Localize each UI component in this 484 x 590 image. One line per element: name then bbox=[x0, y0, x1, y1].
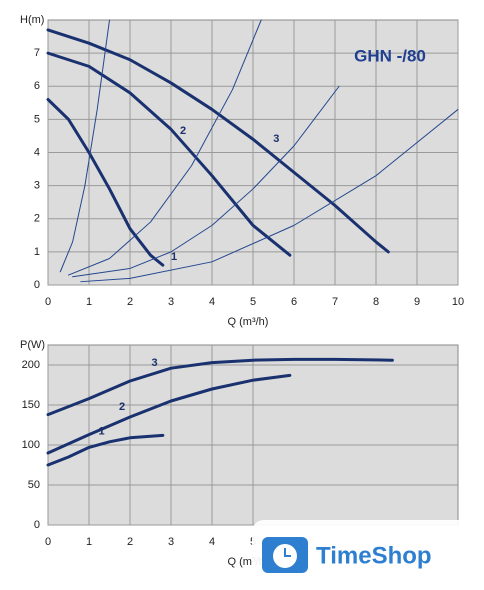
y-tick-label: 0 bbox=[34, 279, 40, 291]
x-tick-label: 3 bbox=[168, 296, 174, 308]
y-axis-label: P(W) bbox=[20, 339, 45, 351]
watermark-hands bbox=[284, 548, 291, 557]
y-tick-label: 7 bbox=[34, 47, 40, 59]
curve-label: 1 bbox=[98, 426, 104, 438]
pump-curve bbox=[46, 433, 165, 467]
y-tick-label: 2 bbox=[34, 213, 40, 225]
system-curve bbox=[59, 19, 110, 273]
x-tick-label: 1 bbox=[86, 536, 92, 548]
curve-label: 3 bbox=[152, 357, 158, 369]
y-tick-label: 3 bbox=[34, 180, 40, 192]
pump-curve bbox=[46, 98, 165, 267]
pump-curve bbox=[46, 28, 390, 254]
x-tick-label: 2 bbox=[127, 296, 133, 308]
x-tick-label: 7 bbox=[332, 296, 338, 308]
x-tick-label: 10 bbox=[452, 296, 464, 308]
x-tick-label: 0 bbox=[45, 296, 51, 308]
curve-label: 2 bbox=[119, 401, 125, 413]
x-tick-label: 4 bbox=[209, 296, 215, 308]
curve-label: 1 bbox=[171, 251, 177, 263]
x-tick-label: 9 bbox=[414, 296, 420, 308]
x-tick-label: 2 bbox=[127, 536, 133, 548]
watermark-box bbox=[252, 520, 484, 590]
x-tick-label: 3 bbox=[168, 536, 174, 548]
y-tick-label: 4 bbox=[34, 146, 40, 158]
pump-curve bbox=[46, 51, 292, 257]
y-tick-label: 1 bbox=[34, 246, 40, 258]
x-tick-label: 6 bbox=[291, 296, 297, 308]
x-axis-label: Q (m³/h) bbox=[228, 316, 269, 328]
system-curve bbox=[68, 19, 262, 276]
y-tick-label: 5 bbox=[34, 113, 40, 125]
x-tick-label: 1 bbox=[86, 296, 92, 308]
y-tick-label: 100 bbox=[22, 439, 40, 451]
y-tick-label: 150 bbox=[22, 399, 40, 411]
x-tick-label: 0 bbox=[45, 536, 51, 548]
pump-curve bbox=[46, 357, 394, 417]
chart-title: GHN -/80 bbox=[354, 46, 426, 65]
y-tick-label: 50 bbox=[28, 479, 40, 491]
curve-label: 3 bbox=[273, 133, 279, 145]
curve-label: 2 bbox=[180, 125, 186, 137]
system-curve bbox=[80, 108, 459, 283]
y-axis-label: H(m) bbox=[20, 14, 44, 26]
watermark-text: TimeShop bbox=[316, 542, 432, 569]
system-curve bbox=[72, 85, 340, 278]
pump-curve bbox=[46, 373, 292, 455]
y-tick-label: 200 bbox=[22, 359, 40, 371]
x-tick-label: 4 bbox=[209, 536, 215, 548]
watermark: TimeShop bbox=[252, 520, 484, 590]
y-tick-label: 6 bbox=[34, 80, 40, 92]
x-tick-label: 5 bbox=[250, 296, 256, 308]
y-tick-label: 0 bbox=[34, 519, 40, 531]
x-tick-label: 8 bbox=[373, 296, 379, 308]
